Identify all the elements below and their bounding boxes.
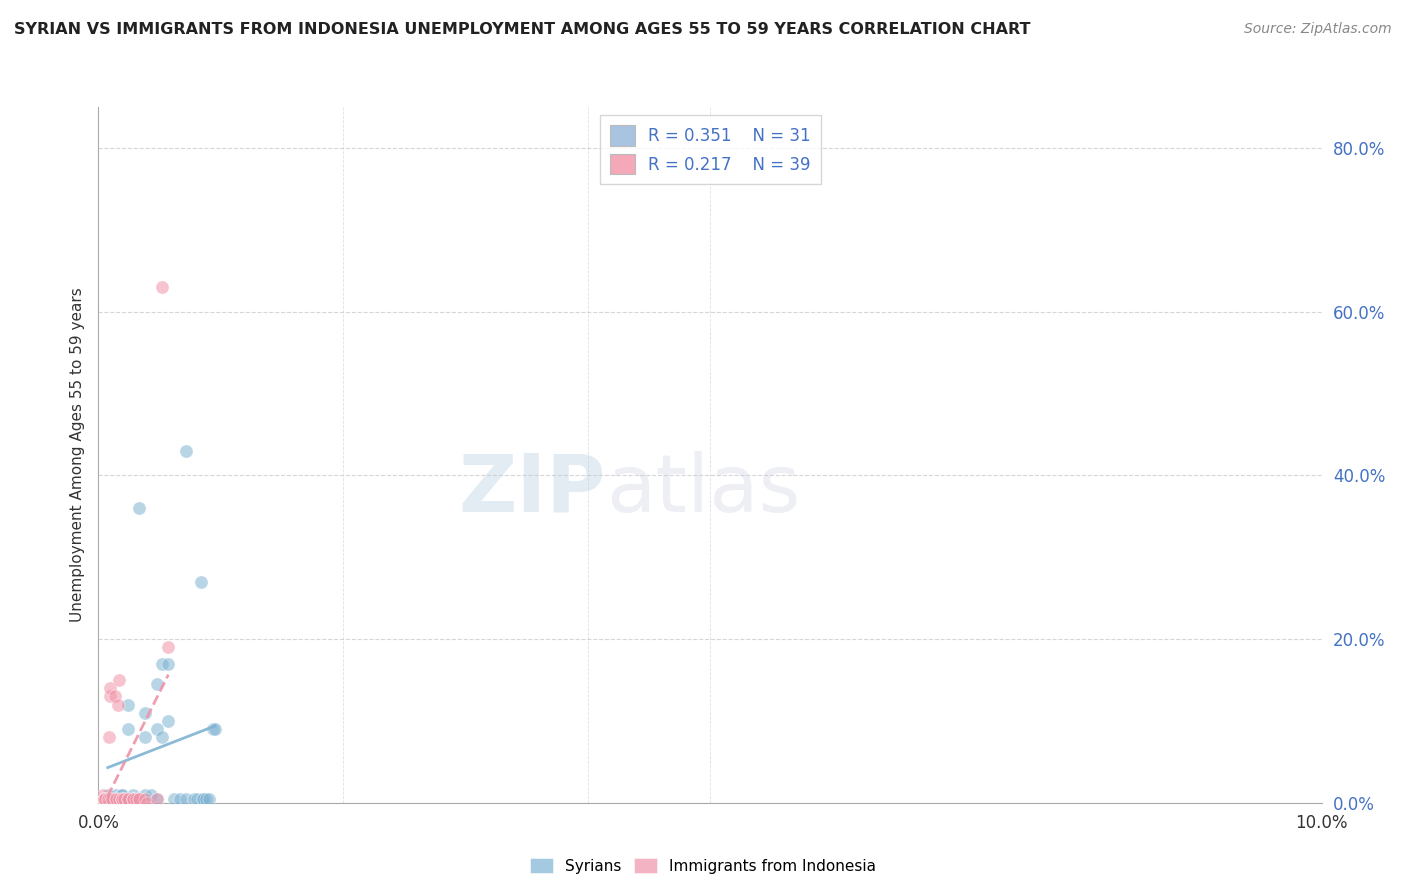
Point [136, 796, 159, 810]
Point [204, 722, 226, 736]
Point [108, 791, 131, 805]
Point [139, 788, 162, 802]
Point [101, 791, 124, 805]
Point [93, 791, 115, 805]
Point [145, 791, 167, 805]
Point [183, 791, 205, 805]
Point [111, 791, 134, 805]
Y-axis label: Unemployment Among Ages 55 to 59 years: Unemployment Among Ages 55 to 59 years [69, 287, 84, 623]
Point [98, 690, 121, 704]
Point [193, 791, 215, 805]
Point [104, 788, 127, 802]
Point [128, 791, 150, 805]
Point [101, 791, 124, 805]
Point [117, 791, 139, 805]
Point [134, 731, 156, 745]
Point [128, 501, 150, 516]
Text: ZIP: ZIP [458, 450, 606, 529]
Point [174, 791, 197, 805]
Point [111, 791, 134, 805]
Point [97, 731, 120, 745]
Point [163, 791, 186, 805]
Point [186, 791, 208, 805]
Point [201, 722, 224, 736]
Text: Source: ZipAtlas.com: Source: ZipAtlas.com [1244, 22, 1392, 37]
Point [152, 280, 174, 294]
Point [145, 677, 167, 691]
Point [91, 788, 114, 802]
Point [93, 791, 115, 805]
Point [193, 791, 215, 805]
Point [122, 791, 145, 805]
Point [104, 690, 127, 704]
Point [134, 706, 156, 720]
Point [157, 714, 180, 728]
Point [111, 788, 134, 802]
Point [134, 788, 156, 802]
Point [112, 791, 135, 805]
Point [157, 657, 180, 671]
Point [97, 788, 120, 802]
Point [190, 574, 212, 589]
Point [157, 640, 180, 655]
Point [104, 791, 127, 805]
Point [111, 791, 134, 805]
Point [122, 791, 145, 805]
Point [117, 791, 139, 805]
Point [97, 791, 120, 805]
Point [122, 788, 145, 802]
Legend: Syrians, Immigrants from Indonesia: Syrians, Immigrants from Indonesia [524, 852, 882, 880]
Point [125, 791, 148, 805]
Point [111, 791, 134, 805]
Point [128, 791, 150, 805]
Legend: R = 0.351    N = 31, R = 0.217    N = 39: R = 0.351 N = 31, R = 0.217 N = 39 [599, 115, 821, 185]
Point [108, 673, 131, 687]
Point [111, 788, 134, 802]
Point [152, 657, 174, 671]
Point [98, 681, 121, 696]
Point [122, 791, 145, 805]
Point [145, 722, 167, 736]
Point [117, 698, 139, 712]
Point [169, 791, 191, 805]
Point [107, 698, 129, 712]
Point [152, 731, 174, 745]
Point [90, 791, 112, 805]
Point [117, 722, 139, 736]
Point [198, 791, 221, 805]
Point [98, 791, 121, 805]
Point [122, 791, 145, 805]
Point [97, 791, 120, 805]
Point [117, 791, 139, 805]
Point [93, 791, 115, 805]
Text: SYRIAN VS IMMIGRANTS FROM INDONESIA UNEMPLOYMENT AMONG AGES 55 TO 59 YEARS CORRE: SYRIAN VS IMMIGRANTS FROM INDONESIA UNEM… [14, 22, 1031, 37]
Point [122, 791, 145, 805]
Point [94, 791, 117, 805]
Point [112, 791, 135, 805]
Point [98, 791, 121, 805]
Text: atlas: atlas [606, 450, 800, 529]
Point [104, 791, 127, 805]
Point [93, 791, 115, 805]
Point [194, 791, 217, 805]
Point [134, 791, 156, 805]
Point [174, 443, 197, 458]
Point [145, 791, 167, 805]
Point [101, 791, 124, 805]
